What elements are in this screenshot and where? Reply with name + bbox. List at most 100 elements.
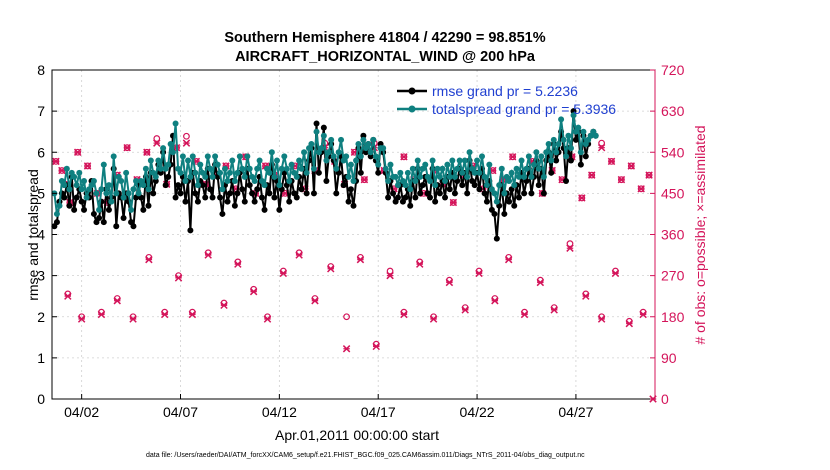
obs-possible-point — [566, 240, 574, 248]
series-0-point — [310, 190, 317, 197]
series-1-point — [417, 173, 424, 180]
obs-assimilated-point — [356, 255, 365, 264]
legend-spread-marker — [408, 105, 416, 113]
series-1-point — [409, 165, 416, 172]
y-tick-label: 6 — [37, 144, 45, 160]
series-0-point — [493, 235, 500, 242]
series-0-point — [177, 190, 184, 197]
grid — [52, 69, 655, 400]
obs-assimilated-point — [145, 255, 153, 264]
series-1-point — [367, 149, 374, 156]
obs-assimilated-point — [327, 265, 335, 273]
series-1-point — [446, 173, 453, 180]
series-1-point — [461, 157, 468, 164]
obs-assimilated-point — [416, 260, 424, 268]
series-1-point — [575, 124, 582, 131]
obs-assimilated-point — [429, 315, 438, 323]
series-1-point — [113, 190, 120, 197]
obs-assimilated-point — [508, 153, 517, 161]
series-1-point — [404, 169, 411, 176]
obs-assimilated-point — [386, 271, 394, 280]
series-1-point — [496, 182, 503, 189]
series-1-point — [78, 186, 85, 193]
series-1-point — [538, 153, 545, 160]
series-1-point — [224, 178, 231, 185]
series-1-point — [533, 149, 540, 156]
y-right-tick-label: 90 — [661, 350, 677, 366]
series-1-point — [394, 182, 401, 189]
series-0-point — [572, 136, 579, 143]
y-tick-label: 8 — [37, 62, 45, 78]
obs-possible-point — [386, 267, 394, 275]
series-1-point — [513, 165, 520, 172]
obs-assimilated-point — [342, 345, 351, 353]
series-0-point — [261, 206, 268, 213]
series-1-point — [540, 173, 547, 180]
series-1-point — [185, 157, 192, 164]
series-0-point — [553, 157, 560, 164]
series-0-point — [130, 223, 137, 230]
series-1-point — [382, 165, 389, 172]
series-1-point — [160, 145, 167, 152]
series-1-point — [187, 173, 194, 180]
obs-assimilated-point — [360, 175, 369, 184]
series-1-point — [192, 169, 199, 176]
series-1-point — [167, 141, 174, 148]
y-axis-label: rmse and totalspread — [25, 169, 41, 301]
series-1-point — [301, 149, 308, 156]
series-1-point — [392, 173, 399, 180]
series-1-point — [303, 169, 310, 176]
obs-assimilated-point — [637, 185, 645, 193]
series-1-point — [563, 153, 570, 160]
series-1-point — [338, 136, 345, 143]
left-axis: 0 1 2 3 4 5 6 7 8 — [37, 62, 57, 407]
series-1-point — [580, 128, 587, 135]
series-1-point — [486, 161, 493, 168]
series-0-point — [476, 186, 483, 193]
series-1-point — [412, 178, 419, 185]
series-1-point — [328, 136, 335, 143]
obs-assimilated-point — [83, 162, 92, 170]
series-1-point — [298, 165, 305, 172]
series-0-point — [96, 215, 103, 222]
series-0-point — [165, 173, 172, 180]
obs-possible-point — [343, 313, 350, 321]
series-0-point — [570, 108, 577, 115]
obs-assimilated-point — [263, 315, 272, 323]
obs-assimilated-point — [578, 194, 586, 202]
series-0-point — [194, 198, 201, 205]
legend: rmse grand pr = 5.2236 totalspread grand… — [397, 83, 616, 117]
y-right-tick-label: 720 — [661, 62, 685, 78]
series-1-point — [256, 157, 263, 164]
series-line-1 — [53, 115, 597, 215]
series-1-point — [135, 190, 142, 197]
obs-assimilated-point — [597, 143, 606, 152]
series-1-point — [498, 165, 505, 172]
series-1-point — [323, 157, 330, 164]
series-1-point — [481, 173, 488, 180]
x-tick-label: 04/17 — [361, 404, 396, 420]
series-1-point — [76, 169, 83, 176]
series-0-point — [407, 202, 414, 209]
series-1-point — [98, 186, 105, 193]
series-0-point — [187, 227, 194, 234]
series-1-point — [105, 182, 112, 189]
series-0-point — [515, 194, 522, 201]
series-0-point — [226, 190, 233, 197]
series-1-point — [231, 178, 238, 185]
series-0-point — [140, 206, 147, 213]
series-1-point — [320, 132, 327, 139]
series-0-point — [209, 194, 216, 201]
series-1-point — [506, 178, 513, 185]
series-0-point — [432, 198, 439, 205]
series-0-point — [100, 219, 107, 226]
obs-assimilated-point — [52, 157, 60, 166]
y-right-tick-label: 360 — [661, 227, 685, 243]
series-1-point — [246, 165, 253, 172]
series-1-point — [140, 182, 147, 189]
series-0-point — [367, 153, 374, 160]
series-1-point — [283, 165, 290, 172]
series-1-point — [266, 169, 273, 176]
series-1-point — [523, 165, 530, 172]
series-1-point — [169, 149, 176, 156]
